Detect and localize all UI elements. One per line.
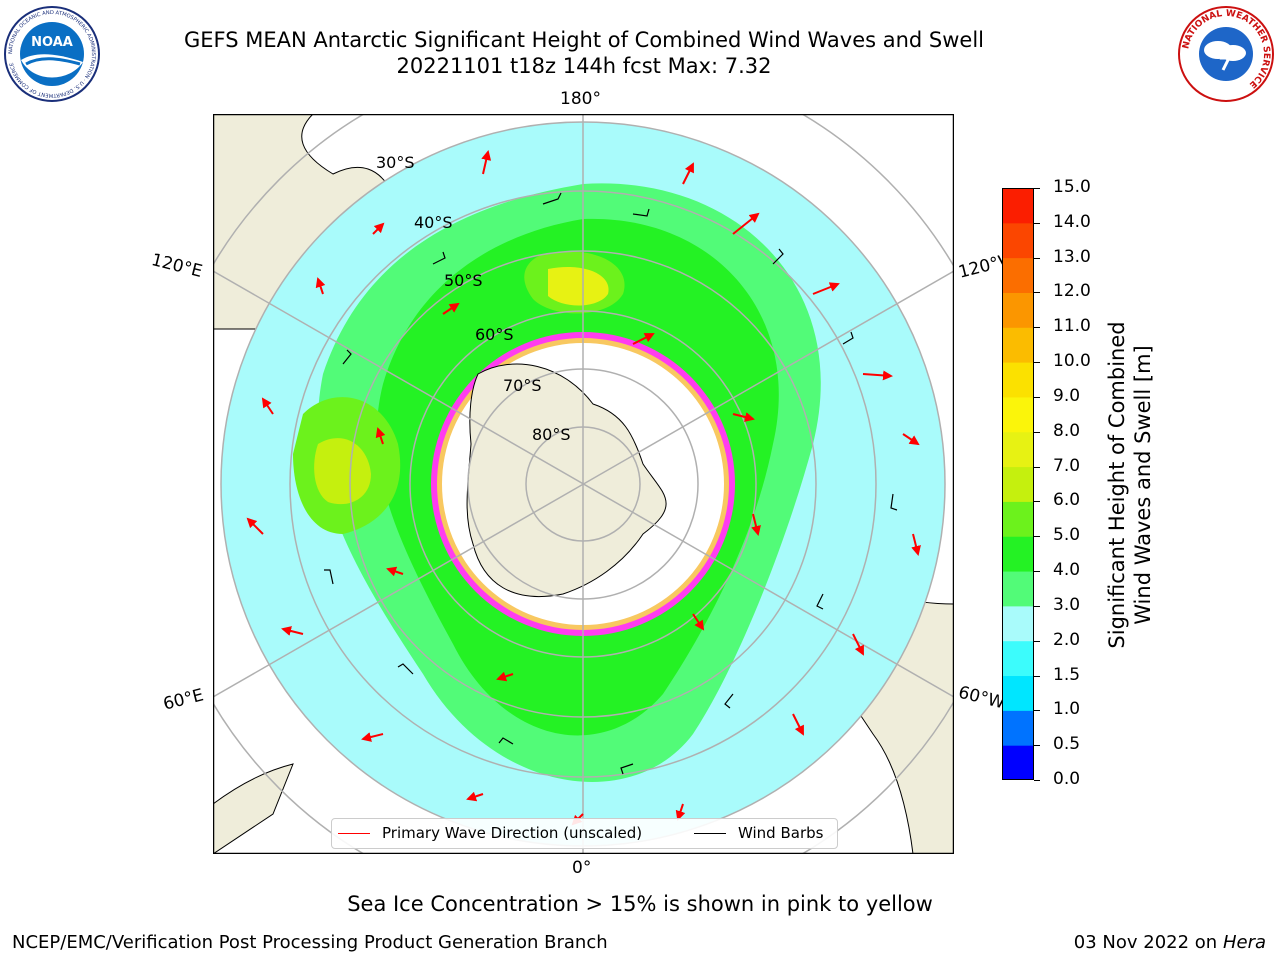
lat-label-50s: 50°S bbox=[444, 271, 483, 290]
colorbar-tick-label: 8.0 bbox=[1053, 420, 1081, 441]
colorbar-tick-mark bbox=[1034, 605, 1040, 607]
date-line: 03 Nov 2022 on Hera bbox=[1074, 932, 1266, 953]
colorbar-label-line-2: Wind Waves and Swell [m] bbox=[1131, 345, 1155, 625]
colorbar-bin bbox=[1002, 292, 1034, 328]
lon-label-60e: 60°E bbox=[161, 685, 206, 715]
wind-barbs bbox=[324, 192, 898, 775]
colorbar-bin bbox=[1002, 362, 1034, 398]
colorbar-tick-label: 14.0 bbox=[1053, 211, 1091, 232]
colorbar-tick-label: 10.0 bbox=[1053, 351, 1091, 372]
wave-band-6-7-west bbox=[314, 438, 371, 505]
colorbar-tick-label: 2.0 bbox=[1053, 629, 1081, 650]
legend-wave-direction-label: Primary Wave Direction (unscaled) bbox=[382, 824, 643, 842]
colorbar-bin bbox=[1002, 327, 1034, 363]
colorbar-tick-mark bbox=[1034, 536, 1040, 538]
lon-label-120e: 120°E bbox=[149, 250, 205, 282]
colorbar-bin bbox=[1002, 536, 1034, 572]
nws-logo: NATIONAL WEATHER SERVICE bbox=[1178, 6, 1274, 102]
wave-direction-arrows bbox=[246, 150, 921, 826]
host-name: Hera bbox=[1222, 932, 1266, 953]
colorbar-tick-mark bbox=[1034, 640, 1040, 642]
sea-ice-note: Sea Ice Concentration > 15% is shown in … bbox=[347, 892, 933, 916]
lon-label-60w: 60°W bbox=[956, 682, 1007, 714]
colorbar-tick-mark bbox=[1034, 571, 1040, 573]
map-frame bbox=[213, 114, 954, 854]
colorbar-bin bbox=[1002, 571, 1034, 607]
colorbar-tick-mark bbox=[1034, 431, 1040, 433]
colorbar-tick-label: 6.0 bbox=[1053, 490, 1081, 511]
title-line-2: 20221101 t18z 144h fcst Max: 7.32 bbox=[396, 54, 772, 78]
colorbar-bin bbox=[1002, 605, 1034, 642]
colorbar-label-line-1: Significant Height of Combined bbox=[1105, 321, 1129, 649]
colorbar bbox=[1002, 188, 1034, 780]
colorbar-bin bbox=[1002, 222, 1034, 259]
colorbar-bin bbox=[1002, 466, 1034, 502]
colorbar-bin bbox=[1002, 745, 1034, 780]
lat-label-30s: 30°S bbox=[376, 153, 415, 172]
colorbar-tick-mark bbox=[1034, 292, 1040, 294]
colorbar-tick-label: 13.0 bbox=[1053, 246, 1091, 267]
colorbar-tick-label: 5.0 bbox=[1053, 525, 1081, 546]
colorbar-tick-mark bbox=[1034, 780, 1040, 781]
lat-label-80s: 80°S bbox=[532, 425, 571, 444]
colorbar-tick-label: 9.0 bbox=[1053, 385, 1081, 406]
colorbar-tick-label: 0.5 bbox=[1053, 734, 1081, 755]
colorbar-tick-label: 1.0 bbox=[1053, 699, 1081, 720]
noaa-logo: NATIONAL OCEANIC AND ATMOSPHERIC ADMINIS… bbox=[4, 6, 100, 102]
lat-label-40s: 40°S bbox=[414, 213, 453, 232]
colorbar-tick-label: 15.0 bbox=[1053, 177, 1091, 197]
colorbar-tick-mark bbox=[1034, 188, 1040, 189]
legend-wave-direction-swatch bbox=[338, 832, 370, 834]
colorbar-bin bbox=[1002, 396, 1034, 433]
colorbar-tick-label: 7.0 bbox=[1053, 455, 1081, 476]
colorbar-tick-label: 12.0 bbox=[1053, 281, 1091, 302]
lon-label-0: 0° bbox=[572, 858, 592, 878]
colorbar-tick-label: 4.0 bbox=[1053, 560, 1081, 581]
wave-band-7-8-north bbox=[548, 266, 609, 306]
graticule bbox=[213, 114, 954, 854]
colorbar-tick-mark bbox=[1034, 710, 1040, 712]
colorbar-tick-label: 11.0 bbox=[1053, 316, 1091, 337]
colorbar-bin bbox=[1002, 501, 1034, 537]
credit-line: NCEP/EMC/Verification Post Processing Pr… bbox=[12, 932, 608, 953]
colorbar-bin bbox=[1002, 257, 1034, 293]
title-line-1: GEFS MEAN Antarctic Significant Height o… bbox=[183, 28, 985, 52]
colorbar-bin bbox=[1002, 675, 1034, 711]
lat-label-60s: 60°S bbox=[475, 325, 514, 344]
colorbar-tick-mark bbox=[1034, 362, 1040, 364]
colorbar-tick-mark bbox=[1034, 466, 1040, 468]
colorbar-tick-mark bbox=[1034, 745, 1040, 747]
map-legend: Primary Wave Direction (unscaled) Wind B… bbox=[331, 818, 838, 849]
colorbar-tick-mark bbox=[1034, 675, 1040, 677]
colorbar-tick-label: 3.0 bbox=[1053, 594, 1081, 615]
colorbar-tick-mark bbox=[1034, 222, 1040, 224]
colorbar-bin bbox=[1002, 710, 1034, 746]
colorbar-bin bbox=[1002, 431, 1034, 468]
legend-wind-barbs-label: Wind Barbs bbox=[738, 824, 824, 842]
colorbar-bin bbox=[1002, 640, 1034, 677]
legend-wave-direction: Primary Wave Direction (unscaled) bbox=[338, 824, 642, 842]
colorbar-tick-label: 1.5 bbox=[1053, 664, 1081, 685]
colorbar-tick-mark bbox=[1034, 396, 1040, 398]
date-text: 03 Nov 2022 on bbox=[1073, 932, 1218, 953]
lon-label-180: 180° bbox=[560, 89, 601, 109]
legend-wind-barbs: Wind Barbs bbox=[694, 824, 823, 842]
colorbar-tick-mark bbox=[1034, 327, 1040, 329]
colorbar-frame bbox=[1002, 188, 1034, 780]
antarctic-map bbox=[213, 114, 954, 854]
lat-label-70s: 70°S bbox=[503, 376, 542, 395]
noaa-logo-text: NOAA bbox=[31, 35, 73, 50]
colorbar-tick-label: 0.0 bbox=[1053, 769, 1081, 789]
colorbar-tick-mark bbox=[1034, 257, 1040, 259]
colorbar-tick-mark bbox=[1034, 501, 1040, 503]
legend-wind-barbs-swatch bbox=[694, 832, 726, 834]
colorbar-bin bbox=[1002, 188, 1034, 224]
